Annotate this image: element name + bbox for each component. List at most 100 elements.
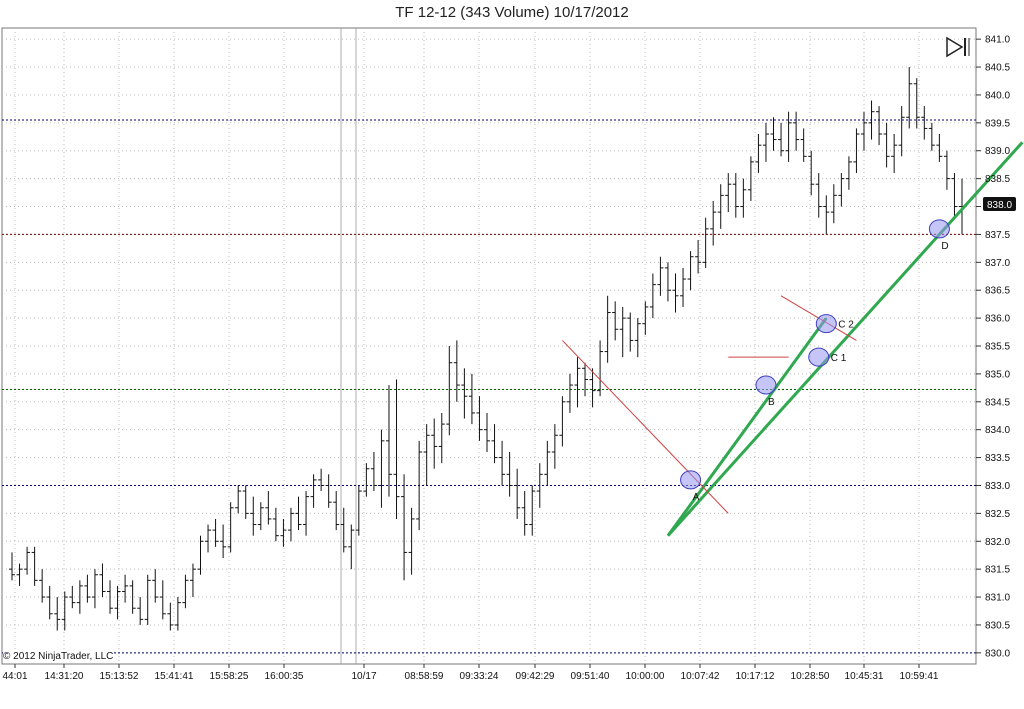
annotation-marker — [928, 219, 950, 239]
y-tick-label: 832.0 — [985, 537, 1010, 548]
ohlc-bar — [604, 295, 611, 363]
ohlc-bar — [740, 178, 747, 218]
ohlc-bar — [649, 273, 656, 319]
ohlc-bar — [348, 524, 355, 570]
ohlc-bar — [860, 111, 867, 151]
ohlc-bar — [318, 468, 325, 492]
ohlc-bar — [355, 485, 362, 536]
ohlc-bar — [680, 267, 687, 307]
annotation-marker — [755, 375, 777, 395]
ohlc-bar — [695, 240, 702, 274]
ohlc-bar — [913, 78, 920, 129]
ohlc-bar — [906, 67, 913, 129]
skip-forward-icon[interactable] — [946, 36, 970, 58]
ohlc-bar — [800, 128, 807, 162]
ohlc-bar — [845, 156, 852, 190]
ohlc-bar — [370, 452, 377, 492]
ohlc-bar — [280, 518, 287, 547]
ohlc-bar — [24, 546, 31, 575]
ohlc-bar — [393, 379, 400, 519]
ohlc-bar — [378, 429, 385, 508]
ohlc-bar — [265, 491, 272, 525]
annotation-label: D — [941, 241, 948, 252]
ohlc-bar — [39, 569, 46, 603]
ohlc-bar — [868, 100, 875, 140]
ohlc-bar — [951, 173, 958, 218]
ohlc-bar — [242, 485, 249, 519]
ohlc-bar — [566, 373, 573, 413]
y-tick-label: 832.5 — [985, 509, 1010, 520]
ohlc-bar — [589, 368, 596, 408]
y-tick-label: 831.5 — [985, 565, 1010, 576]
x-tick-label: 16:00:35 — [265, 671, 304, 682]
y-tick-label: 839.5 — [985, 118, 1010, 129]
ohlc-bar — [793, 111, 800, 151]
ohlc-bar — [76, 580, 83, 614]
annotation-marker — [680, 470, 702, 490]
ohlc-bar — [54, 597, 61, 631]
ohlc-bar — [785, 111, 792, 162]
ohlc-bar — [431, 418, 438, 469]
y-tick-label: 834.0 — [985, 425, 1010, 436]
ohlc-bar — [46, 585, 53, 620]
price-marker: 838.0 — [983, 197, 1016, 211]
y-tick-label: 834.5 — [985, 397, 1010, 408]
annotation-marker — [815, 314, 837, 334]
y-tick-label: 836.0 — [985, 314, 1010, 325]
annotation-marker — [808, 347, 830, 367]
ohlc-bar — [891, 134, 898, 174]
ohlc-bar — [212, 518, 219, 547]
y-tick-label: 840.0 — [985, 90, 1010, 101]
ohlc-bar — [303, 491, 310, 536]
annotation-label: A — [693, 492, 700, 503]
ohlc-bar — [152, 569, 159, 603]
ohlc-bar — [672, 273, 679, 313]
x-tick-label: 10:45:31 — [845, 671, 884, 682]
ohlc-bar — [853, 128, 860, 174]
ohlc-bar — [438, 412, 445, 464]
annotations: ABC 1C 2DE — [680, 219, 950, 503]
plot-area — [1, 27, 977, 665]
ohlc-bar — [529, 485, 536, 536]
ohlc-bar — [823, 195, 830, 235]
ohlc-bar — [144, 574, 151, 625]
ohlc-bar — [122, 574, 129, 603]
ohlc-bar — [69, 585, 76, 609]
ohlc-bar — [167, 602, 174, 631]
trend-lines — [562, 141, 1024, 537]
ohlc-bar — [174, 597, 181, 631]
ohlc-bar — [536, 463, 543, 508]
ohlc-bar — [928, 122, 935, 151]
x-tick-label: 14:31:20 — [45, 671, 84, 682]
ohlc-bar — [491, 424, 498, 464]
ohlc-bar — [506, 452, 513, 497]
ohlc-bar — [159, 580, 166, 620]
x-tick-label: 10:17:12 — [736, 671, 775, 682]
ohlc-bar — [808, 150, 815, 196]
ohlc-bar — [340, 507, 347, 553]
ohlc-bar — [61, 591, 68, 631]
ohlc-bar — [476, 396, 483, 441]
ohlc-bar — [325, 474, 332, 508]
y-tick-label: 835.0 — [985, 369, 1010, 380]
x-tick-label: 08:58:59 — [405, 671, 444, 682]
ohlc-bar — [755, 134, 762, 174]
ohlc-bar — [838, 173, 845, 207]
ohlc-bar — [235, 485, 242, 514]
y-tick-label: 839.0 — [985, 146, 1010, 157]
ohlc-bar — [295, 496, 302, 531]
y-tick-label: 835.5 — [985, 342, 1010, 353]
ohlc-bar — [943, 150, 950, 190]
ohlc-bar — [642, 301, 649, 335]
x-tick-label: 10:07:42 — [681, 671, 720, 682]
ohlc-bar — [272, 507, 279, 542]
annotation-label: C 2 — [838, 320, 854, 331]
ohlc-bar — [815, 173, 822, 218]
y-tick-label: 837.5 — [985, 230, 1010, 241]
ohlc-bar — [551, 424, 558, 469]
ohlc-bar — [484, 412, 490, 452]
ohlc-bar — [99, 563, 106, 598]
ohlc-bar — [499, 440, 506, 486]
ohlc-bar — [189, 563, 196, 598]
